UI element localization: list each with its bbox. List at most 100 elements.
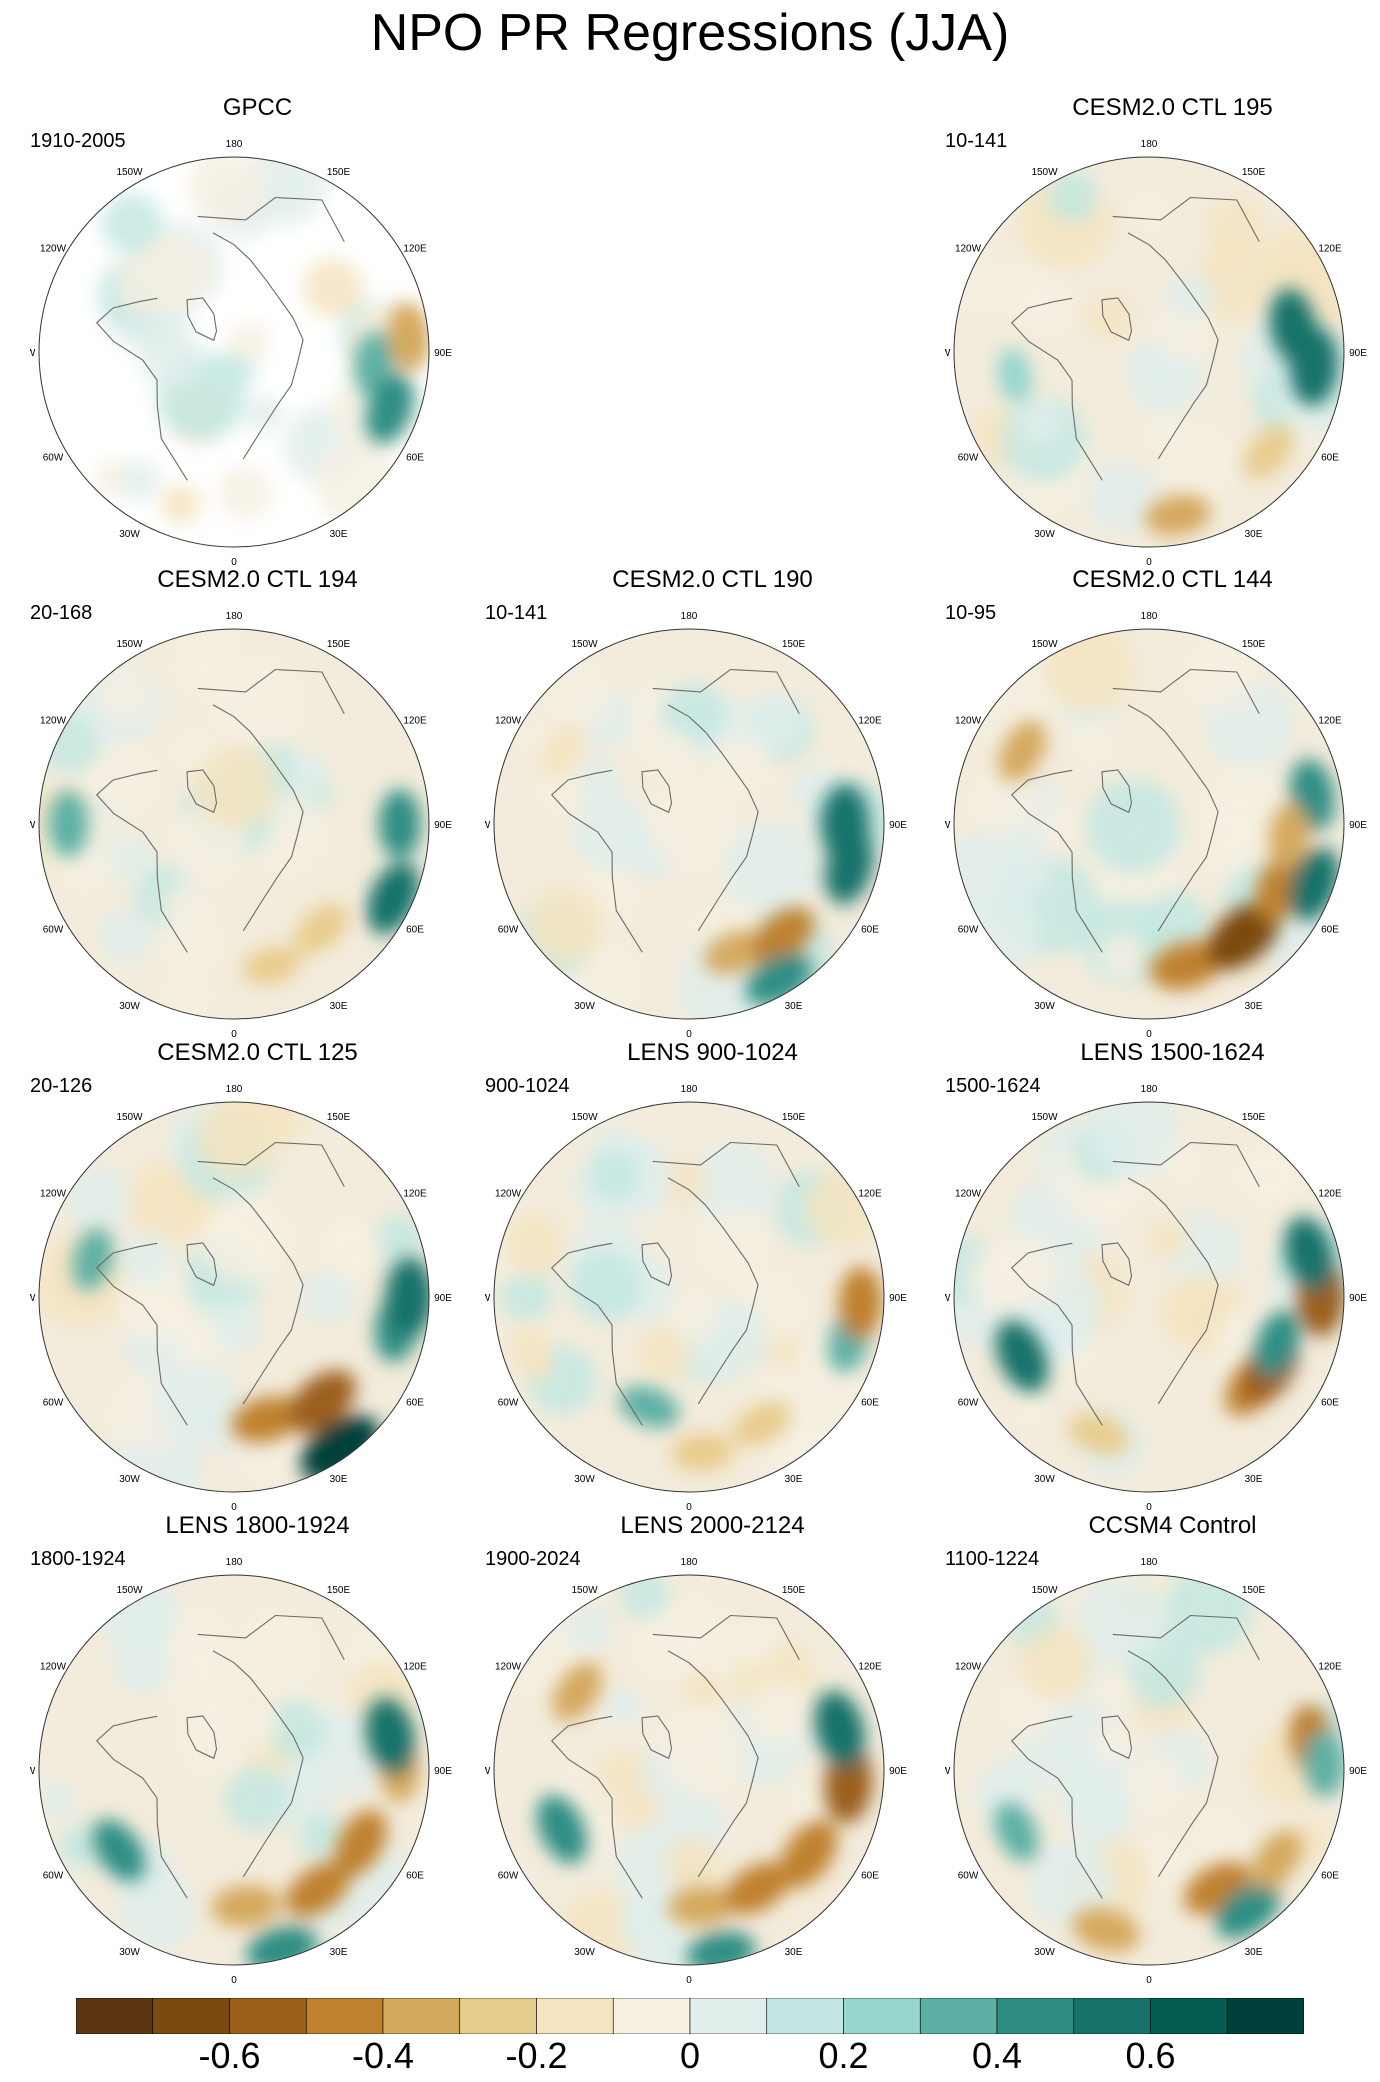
anomaly-feature — [378, 789, 421, 859]
anomaly-feature — [751, 907, 815, 965]
anomaly-feature — [385, 1257, 429, 1337]
anomaly-patch — [1192, 1810, 1248, 1866]
longitude-label: 150W — [1031, 1112, 1058, 1123]
longitude-label: 90W — [30, 348, 36, 359]
anomaly-patch — [235, 1611, 318, 1694]
anomaly-patch — [696, 1209, 768, 1280]
anomaly-feature — [285, 1862, 351, 1918]
map-boundary — [38, 1101, 430, 1493]
longitude-label: 120E — [1318, 244, 1342, 255]
anomaly-patch — [666, 1597, 726, 1657]
polar-map: 180 150E 120E 90E 60E 30E 0 30W 60W 90W 120W 150W — [30, 139, 452, 567]
panel-title: CCSM4 Control — [1088, 1512, 1257, 1539]
longitude-label: 0 — [231, 1975, 237, 1985]
coastline — [1127, 1177, 1219, 1405]
longitude-label: 150E — [327, 639, 351, 650]
anomaly-patch — [1085, 778, 1181, 874]
longitude-label: 30E — [330, 529, 348, 540]
map-boundary — [38, 628, 430, 1020]
anomaly-feature — [1068, 1413, 1130, 1456]
map-panel: CESM2.0 CTL 195 10-141 180 150E 120E 90E 60E 30… — [945, 93, 1380, 567]
longitude-label: 30E — [1245, 1474, 1263, 1485]
longitude-label: 60W — [958, 925, 979, 936]
longitude-label: 150W — [571, 639, 598, 650]
panel-title: CESM2.0 CTL 190 — [612, 566, 813, 593]
longitude-label: 90W — [945, 820, 951, 831]
coastline — [95, 297, 188, 481]
anomaly-feature — [998, 720, 1047, 782]
longitude-label: 30E — [1245, 529, 1263, 540]
anomaly-feature — [618, 1386, 680, 1428]
longitude-label: 150W — [571, 1585, 598, 1596]
longitude-label: 120W — [40, 1189, 67, 1200]
anomaly-feature — [723, 1861, 791, 1915]
anomaly-feature — [994, 1802, 1039, 1862]
longitude-label: 0 — [231, 557, 237, 567]
anomaly-patch — [746, 1680, 812, 1745]
map-panel: CESM2.0 CTL 190 10-141 180 150E 120E 90E 60E 30… — [485, 565, 940, 1039]
coastline — [197, 668, 345, 714]
longitude-label: 120W — [40, 244, 67, 255]
anomaly-patch — [120, 460, 160, 501]
anomaly-patch — [297, 1811, 347, 1861]
anomaly-patch — [187, 157, 267, 226]
longitude-label: 180 — [681, 611, 698, 622]
anomaly-patch — [527, 887, 605, 965]
panel-title: LENS 1800-1924 — [165, 1512, 350, 1539]
anomaly-patch — [185, 629, 237, 667]
colorbar-swatch — [536, 1998, 614, 2034]
coastline — [197, 1141, 345, 1187]
anomaly-patch — [723, 820, 819, 916]
anomaly-feature — [294, 903, 349, 954]
anomaly-patch — [210, 1300, 263, 1353]
panel-title: LENS 900-1024 — [627, 1039, 798, 1066]
longitude-label: 150E — [1242, 167, 1266, 178]
longitude-label: 120W — [40, 1662, 67, 1673]
longitude-label: 150W — [1031, 167, 1058, 178]
polar-map: 180 150E 120E 90E 60E 30E 0 30W 60W 90W 120W 150W — [30, 1084, 452, 1512]
longitude-label: 30W — [119, 529, 140, 540]
longitude-label: 30W — [574, 1947, 595, 1958]
anomaly-feature — [733, 1400, 792, 1447]
longitude-label: 30W — [1034, 1474, 1055, 1485]
anomaly-patch — [98, 907, 154, 963]
anomaly-patch — [303, 258, 363, 318]
longitude-label: 30W — [119, 1474, 140, 1485]
anomaly-patch — [1099, 934, 1145, 980]
longitude-label: 30W — [1034, 529, 1055, 540]
anomaly-patch — [805, 1170, 883, 1248]
longitude-label: 120W — [40, 716, 67, 727]
coastline — [95, 769, 188, 953]
colorbar-swatch — [689, 1998, 768, 2034]
longitude-label: 30E — [785, 1001, 803, 1012]
anomaly-patch — [101, 193, 163, 255]
anomaly-patch — [1086, 461, 1159, 534]
coastline — [1112, 1141, 1260, 1187]
panel-period: 900-1024 — [485, 1075, 570, 1097]
anomaly-patch — [210, 657, 302, 749]
longitude-label: 30W — [574, 1001, 595, 1012]
longitude-label: 60W — [43, 925, 64, 936]
map-boundary — [953, 1101, 1345, 1493]
coastline — [550, 1715, 643, 1899]
longitude-label: 0 — [1146, 557, 1152, 567]
anomaly-patch — [972, 765, 1040, 832]
anomaly-feature — [667, 1885, 735, 1927]
longitude-label: 150E — [782, 639, 806, 650]
coastline — [197, 1614, 345, 1660]
anomaly-patch — [710, 735, 774, 798]
colorbar-swatch — [843, 1998, 921, 2034]
longitude-label: 90E — [1349, 820, 1367, 831]
map-boundary — [493, 1574, 885, 1966]
panel-period: 20-168 — [30, 602, 93, 624]
anomaly-patch — [748, 693, 805, 749]
anomaly-patch — [1046, 171, 1099, 223]
longitude-label: 120E — [858, 1662, 882, 1673]
longitude-label: 150E — [327, 1112, 351, 1123]
map-boundary — [953, 156, 1345, 548]
longitude-label: 60E — [1321, 1398, 1339, 1409]
coastline — [1127, 1650, 1219, 1878]
colorbar-swatch — [76, 1998, 154, 2034]
colorbar-swatch — [996, 1998, 1075, 2034]
anomaly-patch — [730, 1618, 780, 1668]
